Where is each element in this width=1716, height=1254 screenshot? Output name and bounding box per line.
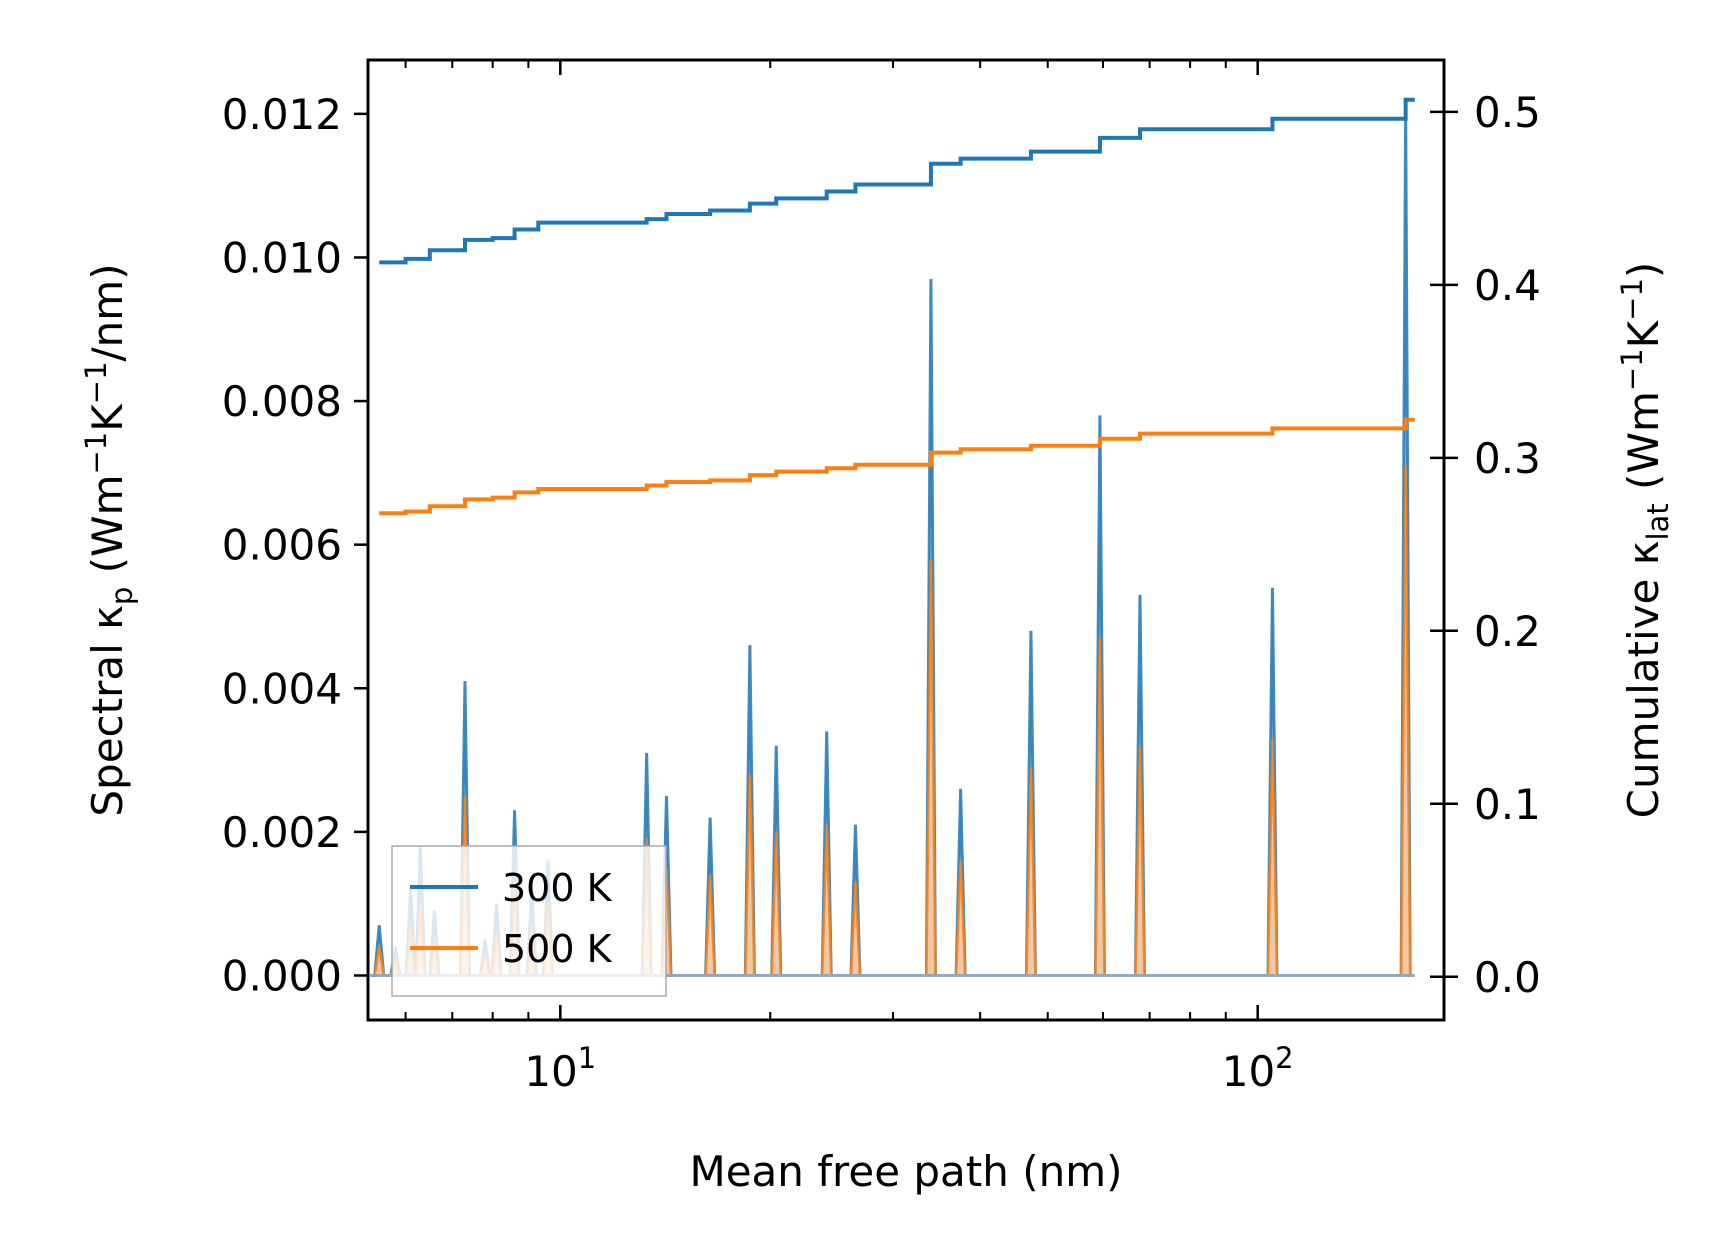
spectral-peak-500k bbox=[373, 946, 385, 976]
y-left-tick-label: 0.006 bbox=[222, 521, 342, 570]
y-left-tick-label: 0.008 bbox=[222, 377, 342, 426]
spectral-peak-500k bbox=[1025, 767, 1037, 976]
spectral-peak-500k bbox=[770, 831, 782, 976]
spectral-peak-500k bbox=[1094, 637, 1106, 976]
spectral-peak-500k bbox=[820, 824, 833, 976]
y-right-tick-label: 0.4 bbox=[1474, 261, 1541, 310]
spectral-fill-300k bbox=[370, 106, 1415, 976]
legend-box bbox=[391, 845, 667, 997]
y-right-tick-label: 0.2 bbox=[1474, 607, 1541, 656]
x-tick-label: 101 bbox=[524, 1041, 596, 1096]
cumulative-line-300k bbox=[379, 97, 1415, 265]
y-right-tick-label: 0.0 bbox=[1474, 953, 1541, 1002]
spectral-peak-500k bbox=[925, 559, 937, 976]
axes-frame bbox=[366, 58, 1446, 1022]
spectral-peak-500k bbox=[1134, 745, 1146, 976]
y-axis-label-right: Cumulative κlat (Wm−1K−1) bbox=[1615, 262, 1675, 819]
spectral-peak-500k bbox=[1399, 465, 1412, 976]
y-right-tick-label: 0.3 bbox=[1474, 434, 1541, 483]
spectral-peak-500k bbox=[954, 860, 967, 976]
x-axis-label: Mean free path (nm) bbox=[689, 1147, 1122, 1196]
legend: 300 K 500 K bbox=[391, 845, 667, 997]
y-left-tick-label: 0.000 bbox=[222, 951, 342, 1000]
spectral-peak-500k bbox=[1266, 738, 1279, 976]
y-left-tick-label: 0.002 bbox=[222, 808, 342, 857]
plot-area bbox=[370, 97, 1415, 977]
cumulative-line-500k bbox=[379, 417, 1415, 516]
y-axis-label-left: Spectral κp (Wm−1K−1/nm) bbox=[79, 263, 139, 816]
x-tick-label: 102 bbox=[1222, 1041, 1294, 1096]
spectral-peak-500k bbox=[849, 882, 862, 976]
y-left-tick-label: 0.004 bbox=[222, 664, 342, 713]
legend-label-300k: 300 K bbox=[502, 866, 613, 910]
y-right-tick-label: 0.5 bbox=[1474, 88, 1541, 137]
y-left-tick-label: 0.012 bbox=[222, 90, 342, 139]
spectral-peak-500k bbox=[744, 774, 756, 976]
spectral-peak-500k bbox=[704, 874, 716, 976]
y-right-tick-label: 0.1 bbox=[1474, 780, 1541, 829]
y-left-tick-label: 0.010 bbox=[222, 233, 342, 282]
legend-label-500k: 500 K bbox=[502, 927, 613, 971]
axis-ticks: 101 102 0.000 0.002 0.004 0.006 0.008 0.010 0.01… bbox=[222, 60, 1541, 1096]
